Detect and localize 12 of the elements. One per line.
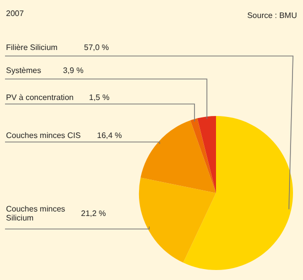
data-label: 57,0 % [84,43,109,52]
data-label: 1,5 % [89,93,110,102]
source-note: Source : BMU [247,11,298,20]
data-label: 16,4 % [97,131,122,140]
slice-label: Couches minces Silicium [6,204,66,222]
data-label: 21,2 % [81,209,106,218]
slice-label: Couches minces CIS [6,131,81,140]
chart-title: 2007 [6,9,24,18]
slice-label: PV à concentration [6,93,74,102]
slice-label: Filière Silicium [6,43,58,52]
data-label: 3,9 % [63,66,84,75]
slice-label: Systèmes [6,66,42,75]
